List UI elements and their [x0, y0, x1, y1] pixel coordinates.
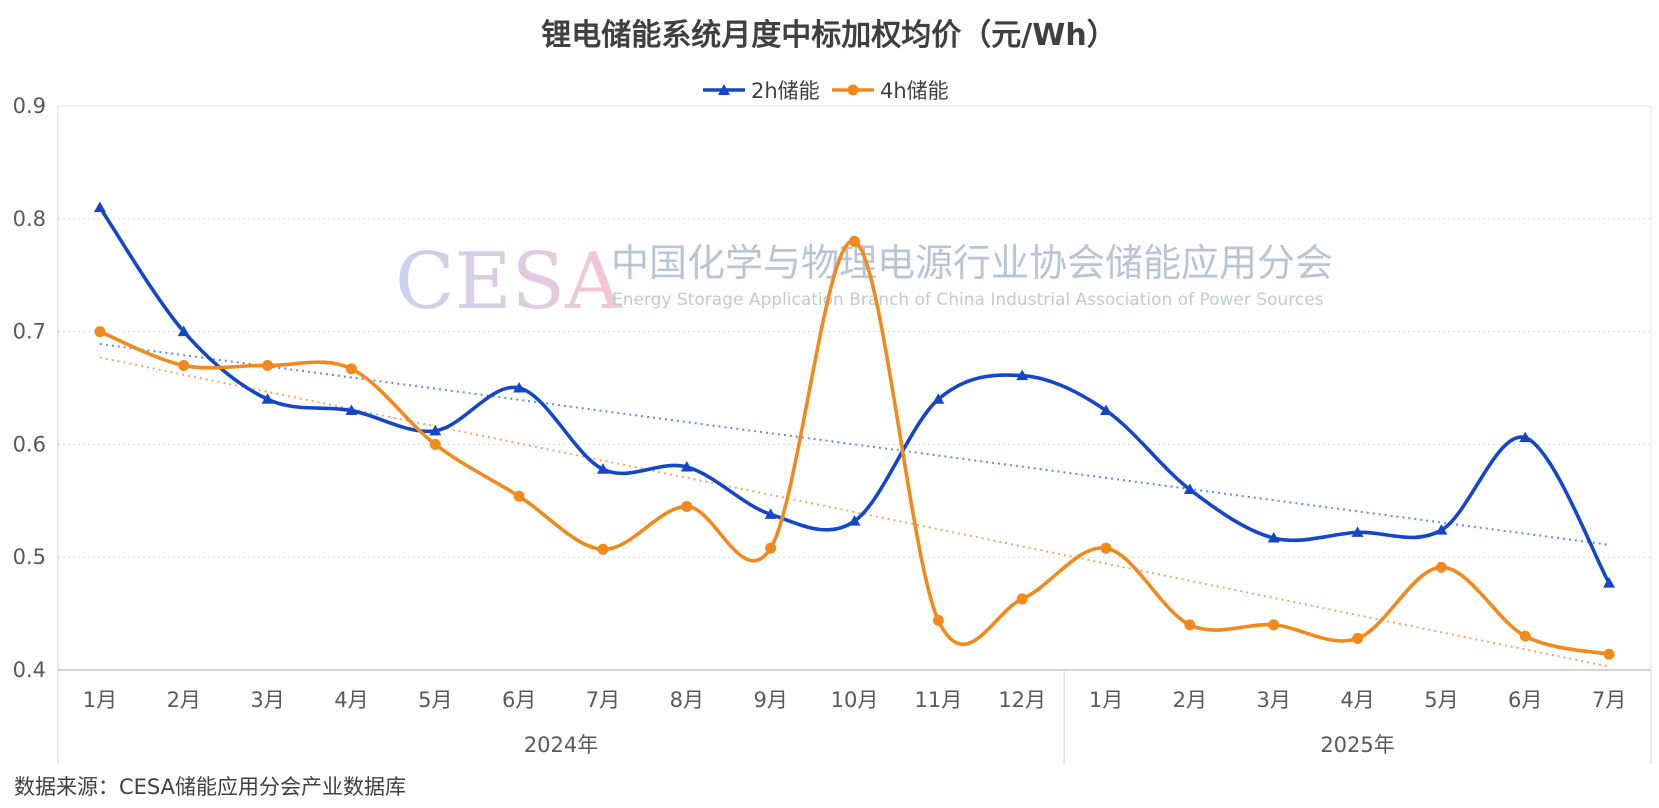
trendlines	[99, 343, 1610, 668]
y-tick-label: 0.7	[13, 320, 46, 344]
x-tick-label: 2月	[167, 688, 201, 712]
data-point-circle	[597, 543, 609, 555]
x-tick-label: 7月	[586, 688, 620, 712]
data-point-triangle	[261, 393, 274, 404]
x-tick-label: 3月	[250, 688, 284, 712]
data-point-circle	[681, 500, 693, 512]
x-tick-label: 10月	[831, 688, 879, 712]
chart-title: 锂电储能系统月度中标加权均价（元/Wh）	[541, 18, 1116, 53]
data-point-triangle	[848, 515, 861, 526]
x-tick-label: 9月	[753, 688, 787, 712]
x-tick-label: 8月	[670, 688, 704, 712]
x-tick-label: 1月	[1089, 688, 1123, 712]
source-note: 数据来源：CESA储能应用分会产业数据库	[14, 775, 406, 799]
legend: 2h储能 4h储能	[703, 79, 949, 103]
x-tick-label: 4月	[1340, 688, 1374, 712]
x-tick-label: 6月	[1508, 688, 1542, 712]
watermark-en: Energy Storage Application Branch of Chi…	[612, 290, 1324, 310]
x-tick-label: 7月	[1592, 688, 1626, 712]
trendline	[99, 343, 1610, 546]
data-point-triangle	[1603, 577, 1616, 588]
axes: 0.4 0.5 0.6 0.7 0.8 0.9 1月 2月 3月 4月 5月 6月 7月 8月 9月 10月 1…	[13, 94, 1652, 764]
legend-marker	[718, 84, 730, 95]
data-point-circle	[765, 542, 777, 554]
data-point-triangle	[1100, 404, 1113, 416]
data-point-circle	[1435, 561, 1447, 573]
series-line-1	[98, 239, 1611, 657]
x-tick-label: 12月	[998, 688, 1046, 712]
data-point-circle	[849, 235, 860, 247]
data-point-triangle	[596, 463, 609, 474]
data-point-circle	[932, 614, 944, 626]
y-tick-label: 0.5	[13, 545, 46, 569]
data-point-triangle	[345, 404, 358, 416]
legend-label: 4h储能	[880, 79, 949, 103]
data-point-triangle	[1183, 483, 1196, 495]
x-tick-label: 11月	[914, 688, 962, 712]
data-point-triangle	[1435, 524, 1448, 535]
legend-marker	[847, 84, 859, 96]
grid	[58, 105, 1652, 670]
data-point-triangle	[680, 460, 693, 472]
watermark: CESA 中国化学与物理电源行业协会储能应用分会 Energy Storage …	[395, 237, 1333, 327]
data-point-circle	[429, 438, 441, 450]
data-point-triangle	[1351, 526, 1364, 537]
data-point-circle	[1100, 542, 1112, 554]
y-tick-label: 0.6	[13, 432, 46, 456]
data-point-circle	[1603, 648, 1615, 660]
data-point-circle	[1519, 630, 1531, 642]
x-tick-label: 5月	[418, 688, 452, 712]
x-tick-label: 5月	[1424, 688, 1458, 712]
series-markers	[93, 201, 1616, 660]
data-point-triangle	[429, 424, 442, 436]
data-point-circle	[94, 326, 106, 338]
y-tick-label: 0.8	[13, 207, 46, 231]
x-tick-label: 3月	[1257, 688, 1291, 712]
year-group-label: 2024年	[524, 733, 598, 757]
data-point-triangle	[1519, 431, 1532, 443]
year-group-label: 2025年	[1320, 733, 1394, 757]
data-point-triangle	[764, 508, 777, 519]
data-point-circle	[1016, 593, 1028, 605]
x-tick-label: 4月	[334, 688, 368, 712]
x-tick-label: 1月	[83, 688, 117, 712]
data-point-circle	[345, 363, 357, 375]
x-tick-label: 2月	[1173, 688, 1207, 712]
data-point-triangle	[93, 201, 106, 213]
data-point-triangle	[177, 325, 190, 337]
y-tick-label: 0.4	[13, 658, 46, 682]
x-tick-label: 6月	[502, 688, 536, 712]
data-point-circle	[1184, 619, 1196, 631]
data-point-circle	[262, 359, 274, 371]
data-point-triangle	[1016, 369, 1029, 381]
data-point-triangle	[1267, 532, 1280, 543]
watermark-cn: 中国化学与物理电源行业协会储能应用分会	[611, 241, 1333, 285]
data-point-circle	[513, 490, 525, 502]
legend-label: 2h储能	[751, 79, 820, 103]
y-tick-label: 0.9	[13, 94, 46, 118]
data-point-circle	[1352, 632, 1364, 644]
data-point-triangle	[513, 382, 526, 393]
data-point-circle	[1268, 619, 1280, 631]
data-point-circle	[178, 359, 190, 371]
watermark-logo: CESA	[395, 237, 623, 327]
data-point-triangle	[932, 393, 945, 404]
